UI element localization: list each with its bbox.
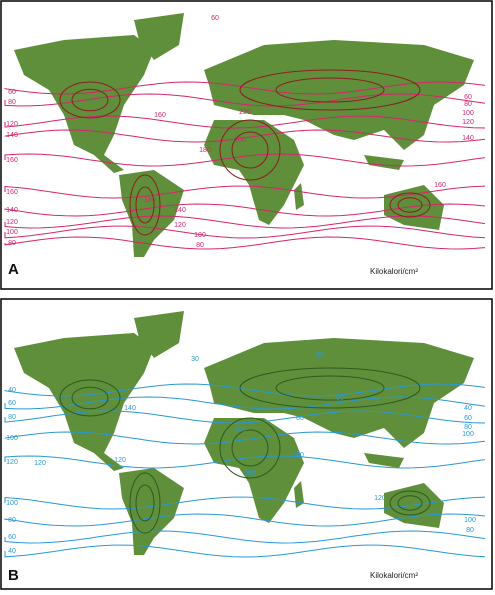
panel-label: A — [8, 261, 19, 278]
isoline — [4, 410, 486, 424]
isoline-label: 100 — [194, 232, 206, 239]
isoline-label: 140 — [174, 207, 186, 214]
isoline — [4, 93, 486, 107]
isoline-label: 120 — [34, 460, 46, 467]
inner-isoline — [59, 379, 121, 417]
isoline-label: 60 — [464, 94, 472, 101]
isoline-label: 120 — [6, 121, 18, 128]
inner-isoline — [275, 77, 385, 103]
panel: 6060801201401601601401201008060801001201… — [0, 0, 493, 290]
isoline-label: 60 — [464, 415, 472, 422]
inner-isoline — [231, 131, 269, 169]
inner-isoline — [389, 192, 431, 218]
isoline-label: 20 — [316, 352, 324, 359]
isoline-label: 120 — [374, 495, 386, 502]
isoline — [4, 185, 486, 199]
isoline — [4, 115, 486, 129]
isoline-label: 80 — [296, 415, 304, 422]
isoline — [4, 544, 486, 558]
isoline-label: 80 — [8, 414, 16, 421]
isoline-label: 80 — [466, 527, 474, 534]
inner-isoline — [397, 197, 423, 213]
isoline-label: 60 — [211, 15, 219, 22]
isoline-label: 220 — [239, 109, 251, 116]
inner-isoline — [239, 367, 421, 409]
inner-isoline — [129, 472, 161, 534]
isoline-label: 140 — [124, 405, 136, 412]
isoline-label: 60 — [8, 534, 16, 541]
isoline-label: 100 — [6, 500, 18, 507]
isoline-label: 100 — [462, 110, 474, 117]
isoline-label: 40 — [464, 405, 472, 412]
isoline — [4, 383, 486, 397]
isoline-label: 160 — [6, 157, 18, 164]
unit-label: Kilokalori/cm² — [370, 571, 418, 580]
inner-isoline — [275, 375, 385, 401]
panel-label: B — [8, 567, 19, 584]
inner-isoline — [231, 429, 269, 467]
isoline-label: 80 — [8, 240, 16, 247]
isoline-label: 100 — [464, 517, 476, 524]
unit-label: Kilokalori/cm² — [370, 267, 418, 276]
panel: 4060801001201008060404060801002030120140… — [0, 298, 493, 590]
isoline-label: 160 — [6, 189, 18, 196]
isoline-label: 40 — [8, 548, 16, 555]
isoline-label: 120 — [114, 457, 126, 464]
inner-isoline — [397, 495, 423, 511]
isoline-label: 80 — [8, 517, 16, 524]
isoline-label: 100 — [462, 431, 474, 438]
inner-isoline — [389, 490, 431, 516]
isoline — [4, 431, 486, 445]
isoline-label: 200 — [234, 137, 246, 144]
isoline-label: 120 — [462, 119, 474, 126]
inner-isoline — [219, 119, 281, 181]
isoline-label: 30 — [191, 356, 199, 363]
isoline-label: 120 — [6, 459, 18, 466]
isoline-label: 140 — [6, 207, 18, 214]
isoline-label: 100 — [6, 229, 18, 236]
isoline-label: 160 — [234, 427, 246, 434]
isoline — [4, 129, 486, 143]
isoline — [4, 153, 486, 167]
isoline-label: 140 — [292, 452, 304, 459]
isoline-label: 180 — [199, 147, 211, 154]
inner-isoline — [129, 174, 161, 236]
isoline-label: 100 — [6, 435, 18, 442]
inner-isoline — [71, 386, 109, 410]
isoline-label: 140 — [462, 135, 474, 142]
isoline-label: 80 — [196, 242, 204, 249]
isoline — [4, 513, 486, 527]
isoline-label: 60 — [8, 400, 16, 407]
isoline-label: 60 — [336, 395, 344, 402]
inner-isoline — [135, 484, 155, 522]
isoline-label: 160 — [154, 112, 166, 119]
isoline — [4, 225, 486, 239]
isoline-label: 120 — [6, 219, 18, 226]
isoline-label: 140 — [6, 132, 18, 139]
isoline-label: 80 — [464, 424, 472, 431]
isoline-label: 160 — [244, 470, 256, 477]
isoline — [4, 455, 486, 469]
isoline-label: 80 — [8, 99, 16, 106]
isoline-label: 40 — [8, 387, 16, 394]
isoline — [4, 203, 486, 217]
isoline-label: 160 — [434, 182, 446, 189]
isoline — [4, 530, 486, 544]
inner-isoline — [239, 69, 421, 111]
isoline-label: 60 — [8, 89, 16, 96]
inner-isoline — [135, 186, 155, 224]
inner-isoline — [219, 417, 281, 479]
isoline-label: 180 — [144, 197, 156, 204]
isoline — [4, 236, 486, 250]
inner-isoline — [59, 81, 121, 119]
isoline — [4, 496, 486, 510]
isoline-label: 120 — [174, 222, 186, 229]
isoline-label: 80 — [464, 101, 472, 108]
inner-isoline — [71, 88, 109, 112]
